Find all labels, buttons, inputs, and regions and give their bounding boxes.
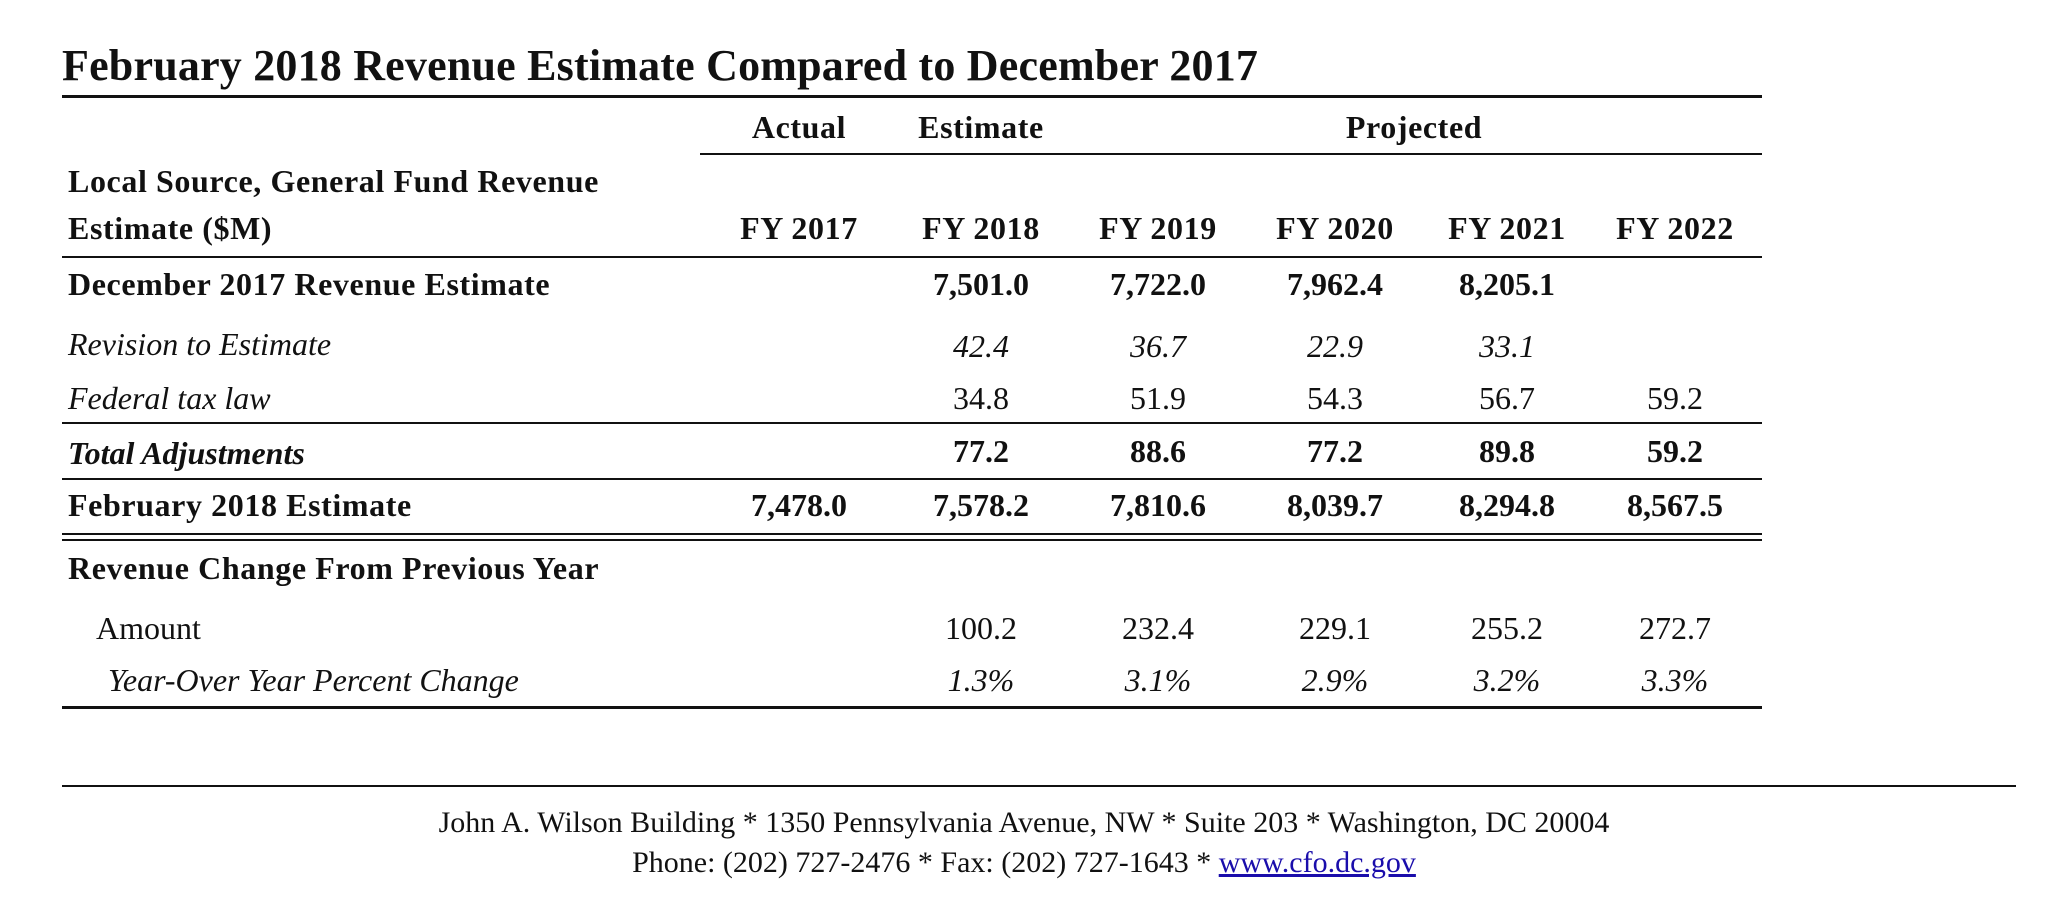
table-cell: 8,205.1 <box>1459 266 1555 302</box>
year-fy2019: FY 2019 <box>1099 210 1217 246</box>
row-header-label-line2: Estimate ($M) <box>68 210 273 246</box>
table-cell: 3.1% <box>1124 662 1192 698</box>
table-cell: 42.4 <box>953 328 1009 364</box>
table-cell: 34.8 <box>953 380 1009 416</box>
table-cell: 7,722.0 <box>1110 266 1206 302</box>
table-cell: 100.2 <box>945 610 1017 646</box>
year-fy2017: FY 2017 <box>740 210 858 246</box>
row-amount-label: Amount <box>96 610 201 646</box>
row-february-estimate-label: February 2018 Estimate <box>68 487 412 523</box>
total-adjustments-bottom-rule <box>62 478 1762 480</box>
year-fy2018: FY 2018 <box>922 210 1040 246</box>
table-cell: 7,962.4 <box>1287 266 1383 302</box>
table-bottom-rule <box>62 706 1762 709</box>
table-cell: 7,478.0 <box>751 487 847 523</box>
row-revenue-change-label: Revenue Change From Previous Year <box>68 550 600 586</box>
title-rule <box>62 95 1762 98</box>
header-projected: Projected <box>1345 109 1483 145</box>
table-cell: 255.2 <box>1471 610 1543 646</box>
table-cell: 232.4 <box>1122 610 1194 646</box>
table-cell: 7,578.2 <box>933 487 1029 523</box>
table-cell: 88.6 <box>1130 433 1186 469</box>
table-cell: 2.9% <box>1301 662 1369 698</box>
year-fy2022: FY 2022 <box>1616 210 1734 246</box>
table-cell: 8,039.7 <box>1287 487 1383 523</box>
estimate-double-rule <box>62 533 1762 541</box>
column-header-rule <box>62 256 1762 258</box>
group-header-rule <box>700 153 1762 155</box>
table-cell: 33.1 <box>1479 328 1535 364</box>
table-cell: 22.9 <box>1307 328 1363 364</box>
table-cell: 54.3 <box>1307 380 1363 416</box>
table-cell: 229.1 <box>1299 610 1371 646</box>
table-cell: 59.2 <box>1647 380 1703 416</box>
table-cell: 3.3% <box>1641 662 1709 698</box>
table-cell: 77.2 <box>953 433 1009 469</box>
table-cell: 7,810.6 <box>1110 487 1206 523</box>
table-cell: 8,294.8 <box>1459 487 1555 523</box>
table-cell: 1.3% <box>947 662 1015 698</box>
table-cell: 89.8 <box>1479 433 1535 469</box>
header-estimate: Estimate <box>918 109 1044 145</box>
footer-address: John A. Wilson Building * 1350 Pennsylva… <box>438 806 1610 839</box>
footer-contact: Phone: (202) 727-2476 * Fax: (202) 727-1… <box>0 846 2048 880</box>
table-cell: 59.2 <box>1647 433 1703 469</box>
row-december-estimate-label: December 2017 Revenue Estimate <box>68 266 551 302</box>
table-cell: 51.9 <box>1130 380 1186 416</box>
page-title: February 2018 Revenue Estimate Compared … <box>62 41 1259 90</box>
table-cell: 8,567.5 <box>1627 487 1723 523</box>
table-cell: 36.7 <box>1130 328 1186 364</box>
row-total-adjustments-label: Total Adjustments <box>68 435 305 471</box>
table-cell: 272.7 <box>1639 610 1711 646</box>
total-adjustments-top-rule <box>62 422 1762 424</box>
footer-rule <box>62 785 2016 787</box>
footer-phone-fax: Phone: (202) 727-2476 * Fax: (202) 727-1… <box>632 846 1219 879</box>
row-federal-tax-label: Federal tax law <box>68 380 271 416</box>
table-cell: 77.2 <box>1307 433 1363 469</box>
table-cell: 56.7 <box>1479 380 1535 416</box>
footer-website-link[interactable]: www.cfo.dc.gov <box>1218 846 1416 879</box>
row-header-label-line1: Local Source, General Fund Revenue <box>68 163 599 199</box>
table-cell: 3.2% <box>1473 662 1541 698</box>
year-fy2020: FY 2020 <box>1276 210 1394 246</box>
row-revision-label: Revision to Estimate <box>68 326 332 362</box>
header-actual: Actual <box>751 109 847 145</box>
year-fy2021: FY 2021 <box>1448 210 1566 246</box>
table-cell: 7,501.0 <box>933 266 1029 302</box>
row-percent-change-label: Year-Over Year Percent Change <box>108 662 519 698</box>
